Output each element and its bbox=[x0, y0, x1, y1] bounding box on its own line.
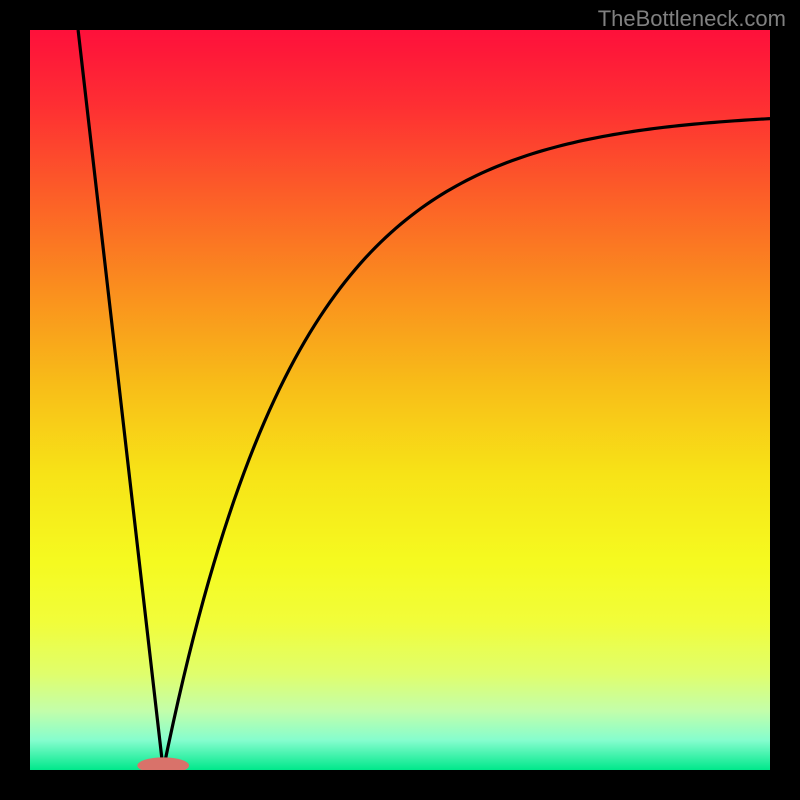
chart-container: TheBottleneck.com bbox=[0, 0, 800, 800]
plot-area bbox=[30, 30, 770, 770]
watermark-text: TheBottleneck.com bbox=[598, 6, 786, 32]
chart-svg bbox=[30, 30, 770, 770]
gradient-background bbox=[30, 30, 770, 770]
